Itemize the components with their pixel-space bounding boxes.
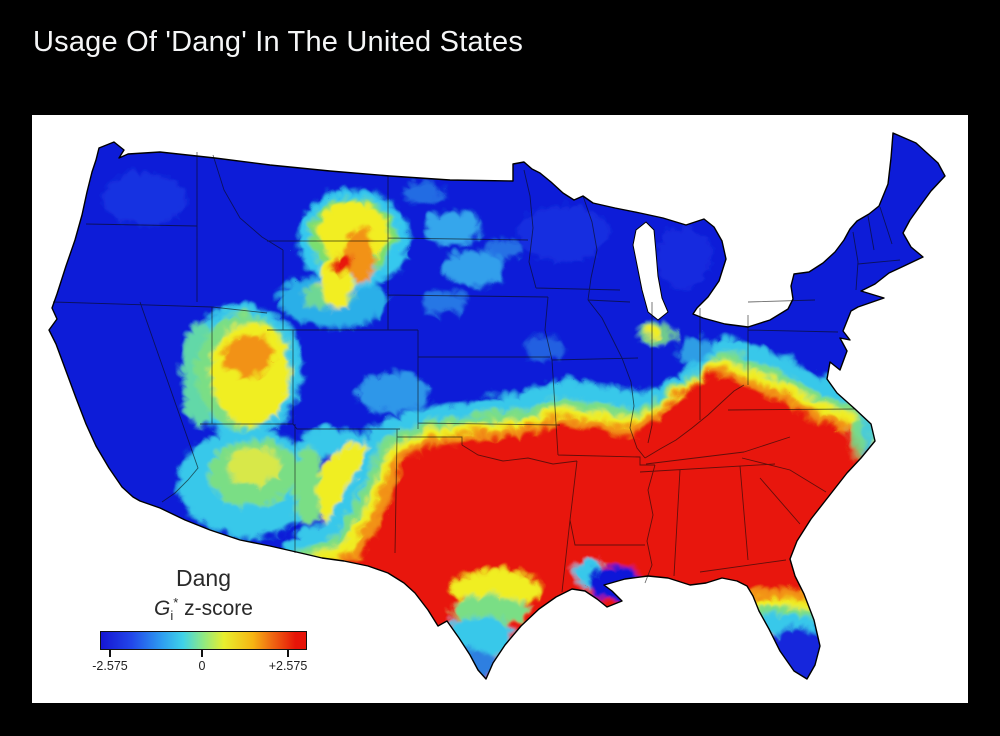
lake-michigan (632, 221, 669, 321)
us-choropleth-map (48, 132, 946, 680)
legend-tick-label-max: +2.575 (268, 659, 308, 674)
legend-metric-label: Gi* z-score (96, 595, 311, 623)
legend-tick-label-mid: 0 (198, 659, 206, 674)
legend-tick-label-min: -2.575 (92, 659, 128, 674)
metric-subscript: i (170, 608, 174, 624)
legend-tick-min (109, 650, 111, 658)
map-legend: Dang Gi* z-score -2.575 0 +2.575 (92, 565, 311, 673)
legend-colorbar-area: -2.575 0 +2.575 (92, 631, 307, 673)
metric-name: z-score (178, 597, 253, 620)
page-title: Usage Of 'Dang' In The United States (33, 26, 524, 58)
map-panel: Dang Gi* z-score -2.575 0 +2.575 (32, 115, 968, 703)
legend-tick-max (287, 650, 289, 658)
legend-title: Dang (176, 565, 231, 591)
metric-superscript: * (173, 595, 179, 610)
legend-tick-mid (201, 650, 203, 658)
legend-colorbar (100, 631, 307, 651)
us-outline (48, 132, 946, 680)
state-borders (52, 152, 901, 593)
metric-symbol: G (154, 597, 171, 620)
